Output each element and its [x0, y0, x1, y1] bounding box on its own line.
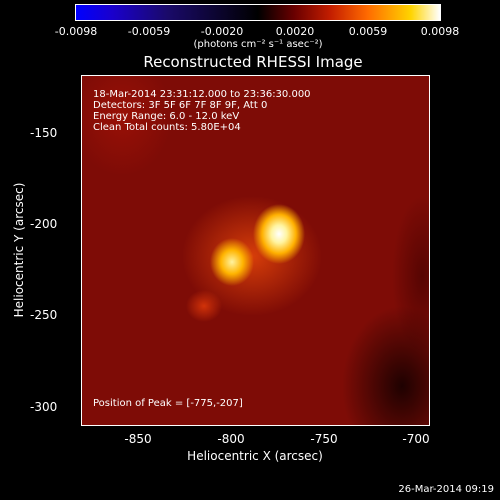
- colorbar-tick: -0.0020: [200, 25, 244, 38]
- colorbar-units: (photons cm⁻² s⁻¹ asec⁻²): [193, 39, 323, 50]
- colorbar-tick: 0.0059: [348, 25, 388, 38]
- time-range-text: 18-Mar-2014 23:31:12.000 to 23:36:30.000: [93, 89, 311, 100]
- peak-position-text: Position of Peak = [-775,-207]: [93, 398, 243, 409]
- colorbar-tick: -0.0059: [127, 25, 171, 38]
- y-axis-label: Heliocentric Y (arcsec): [12, 182, 26, 318]
- colorbar: [75, 4, 441, 21]
- y-tick: -300: [30, 400, 58, 414]
- colorbar-tick: 0.0020: [275, 25, 315, 38]
- x-tick: -700: [402, 432, 430, 446]
- colorbar-tick: -0.0098: [54, 25, 98, 38]
- y-tick: -150: [30, 126, 58, 140]
- x-tick: -800: [217, 432, 245, 446]
- clean-counts-text: Clean Total counts: 5.80E+04: [93, 122, 241, 133]
- timestamp: 26-Mar-2014 09:19: [398, 484, 494, 495]
- image-title: Reconstructed RHESSI Image: [143, 53, 363, 71]
- detectors-text: Detectors: 3F 5F 6F 7F 8F 9F, Att 0: [93, 100, 268, 111]
- colorbar-tick: 0.0098: [420, 25, 460, 38]
- x-tick: -850: [124, 432, 152, 446]
- y-tick: -250: [30, 308, 58, 322]
- solar-image-plot: 18-Mar-2014 23:31:12.000 to 23:36:30.000…: [81, 75, 430, 426]
- energy-range-text: Energy Range: 6.0 - 12.0 keV: [93, 111, 240, 122]
- y-tick: -200: [30, 217, 58, 231]
- x-tick: -750: [310, 432, 338, 446]
- x-axis-label: Heliocentric X (arcsec): [187, 449, 323, 463]
